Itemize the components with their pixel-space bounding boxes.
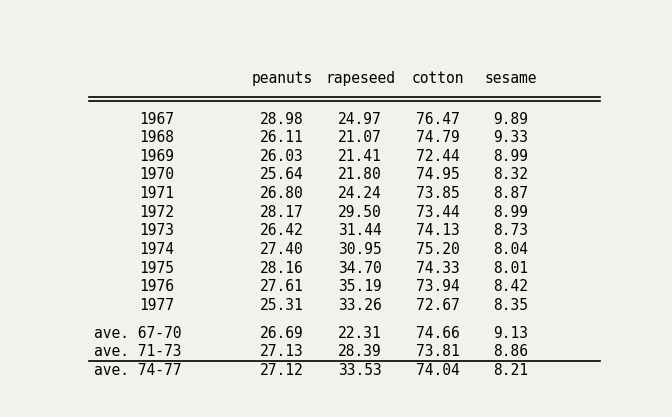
Text: 74.79: 74.79 [416, 130, 460, 145]
Text: 74.95: 74.95 [416, 168, 460, 183]
Text: 8.04: 8.04 [493, 242, 529, 257]
Text: 1970: 1970 [139, 168, 175, 183]
Text: 25.64: 25.64 [260, 168, 304, 183]
Text: ave. 71-73: ave. 71-73 [94, 344, 182, 359]
Text: 1972: 1972 [139, 205, 175, 220]
Text: 74.33: 74.33 [416, 261, 460, 276]
Text: 21.80: 21.80 [338, 168, 382, 183]
Text: 28.17: 28.17 [260, 205, 304, 220]
Text: 8.86: 8.86 [493, 344, 529, 359]
Text: 8.87: 8.87 [493, 186, 529, 201]
Text: 8.21: 8.21 [493, 363, 529, 378]
Text: 26.69: 26.69 [260, 326, 304, 341]
Text: 8.01: 8.01 [493, 261, 529, 276]
Text: ave. 67-70: ave. 67-70 [94, 326, 182, 341]
Text: 1969: 1969 [139, 149, 175, 164]
Text: 34.70: 34.70 [338, 261, 382, 276]
Text: 24.24: 24.24 [338, 186, 382, 201]
Text: 27.61: 27.61 [260, 279, 304, 294]
Text: 30.95: 30.95 [338, 242, 382, 257]
Text: 8.32: 8.32 [493, 168, 529, 183]
Text: 26.03: 26.03 [260, 149, 304, 164]
Text: 9.33: 9.33 [493, 130, 529, 145]
Text: 28.98: 28.98 [260, 112, 304, 127]
Text: 33.53: 33.53 [338, 363, 382, 378]
Text: 74.66: 74.66 [416, 326, 460, 341]
Text: 25.31: 25.31 [260, 298, 304, 313]
Text: ave. 74-77: ave. 74-77 [94, 363, 182, 378]
Text: 8.35: 8.35 [493, 298, 529, 313]
Text: rapeseed: rapeseed [325, 71, 395, 86]
Text: 74.04: 74.04 [416, 363, 460, 378]
Text: 27.12: 27.12 [260, 363, 304, 378]
Text: 72.67: 72.67 [416, 298, 460, 313]
Text: 33.26: 33.26 [338, 298, 382, 313]
Text: 31.44: 31.44 [338, 224, 382, 238]
Text: cotton: cotton [412, 71, 464, 86]
Text: 73.85: 73.85 [416, 186, 460, 201]
Text: 1975: 1975 [139, 261, 175, 276]
Text: 8.99: 8.99 [493, 205, 529, 220]
Text: 28.16: 28.16 [260, 261, 304, 276]
Text: 27.13: 27.13 [260, 344, 304, 359]
Text: 76.47: 76.47 [416, 112, 460, 127]
Text: peanuts: peanuts [251, 71, 312, 86]
Text: 72.44: 72.44 [416, 149, 460, 164]
Text: 27.40: 27.40 [260, 242, 304, 257]
Text: 21.41: 21.41 [338, 149, 382, 164]
Text: 1967: 1967 [139, 112, 175, 127]
Text: 74.13: 74.13 [416, 224, 460, 238]
Text: 1974: 1974 [139, 242, 175, 257]
Text: 8.42: 8.42 [493, 279, 529, 294]
Text: 26.42: 26.42 [260, 224, 304, 238]
Text: 1968: 1968 [139, 130, 175, 145]
Text: 22.31: 22.31 [338, 326, 382, 341]
Text: 24.97: 24.97 [338, 112, 382, 127]
Text: 73.81: 73.81 [416, 344, 460, 359]
Text: 26.11: 26.11 [260, 130, 304, 145]
Text: 73.94: 73.94 [416, 279, 460, 294]
Text: 35.19: 35.19 [338, 279, 382, 294]
Text: sesame: sesame [485, 71, 538, 86]
Text: 73.44: 73.44 [416, 205, 460, 220]
Text: 9.89: 9.89 [493, 112, 529, 127]
Text: 26.80: 26.80 [260, 186, 304, 201]
Text: 75.20: 75.20 [416, 242, 460, 257]
Text: 21.07: 21.07 [338, 130, 382, 145]
Text: 8.73: 8.73 [493, 224, 529, 238]
Text: 1973: 1973 [139, 224, 175, 238]
Text: 9.13: 9.13 [493, 326, 529, 341]
Text: 1971: 1971 [139, 186, 175, 201]
Text: 28.39: 28.39 [338, 344, 382, 359]
Text: 1976: 1976 [139, 279, 175, 294]
Text: 8.99: 8.99 [493, 149, 529, 164]
Text: 1977: 1977 [139, 298, 175, 313]
Text: 29.50: 29.50 [338, 205, 382, 220]
